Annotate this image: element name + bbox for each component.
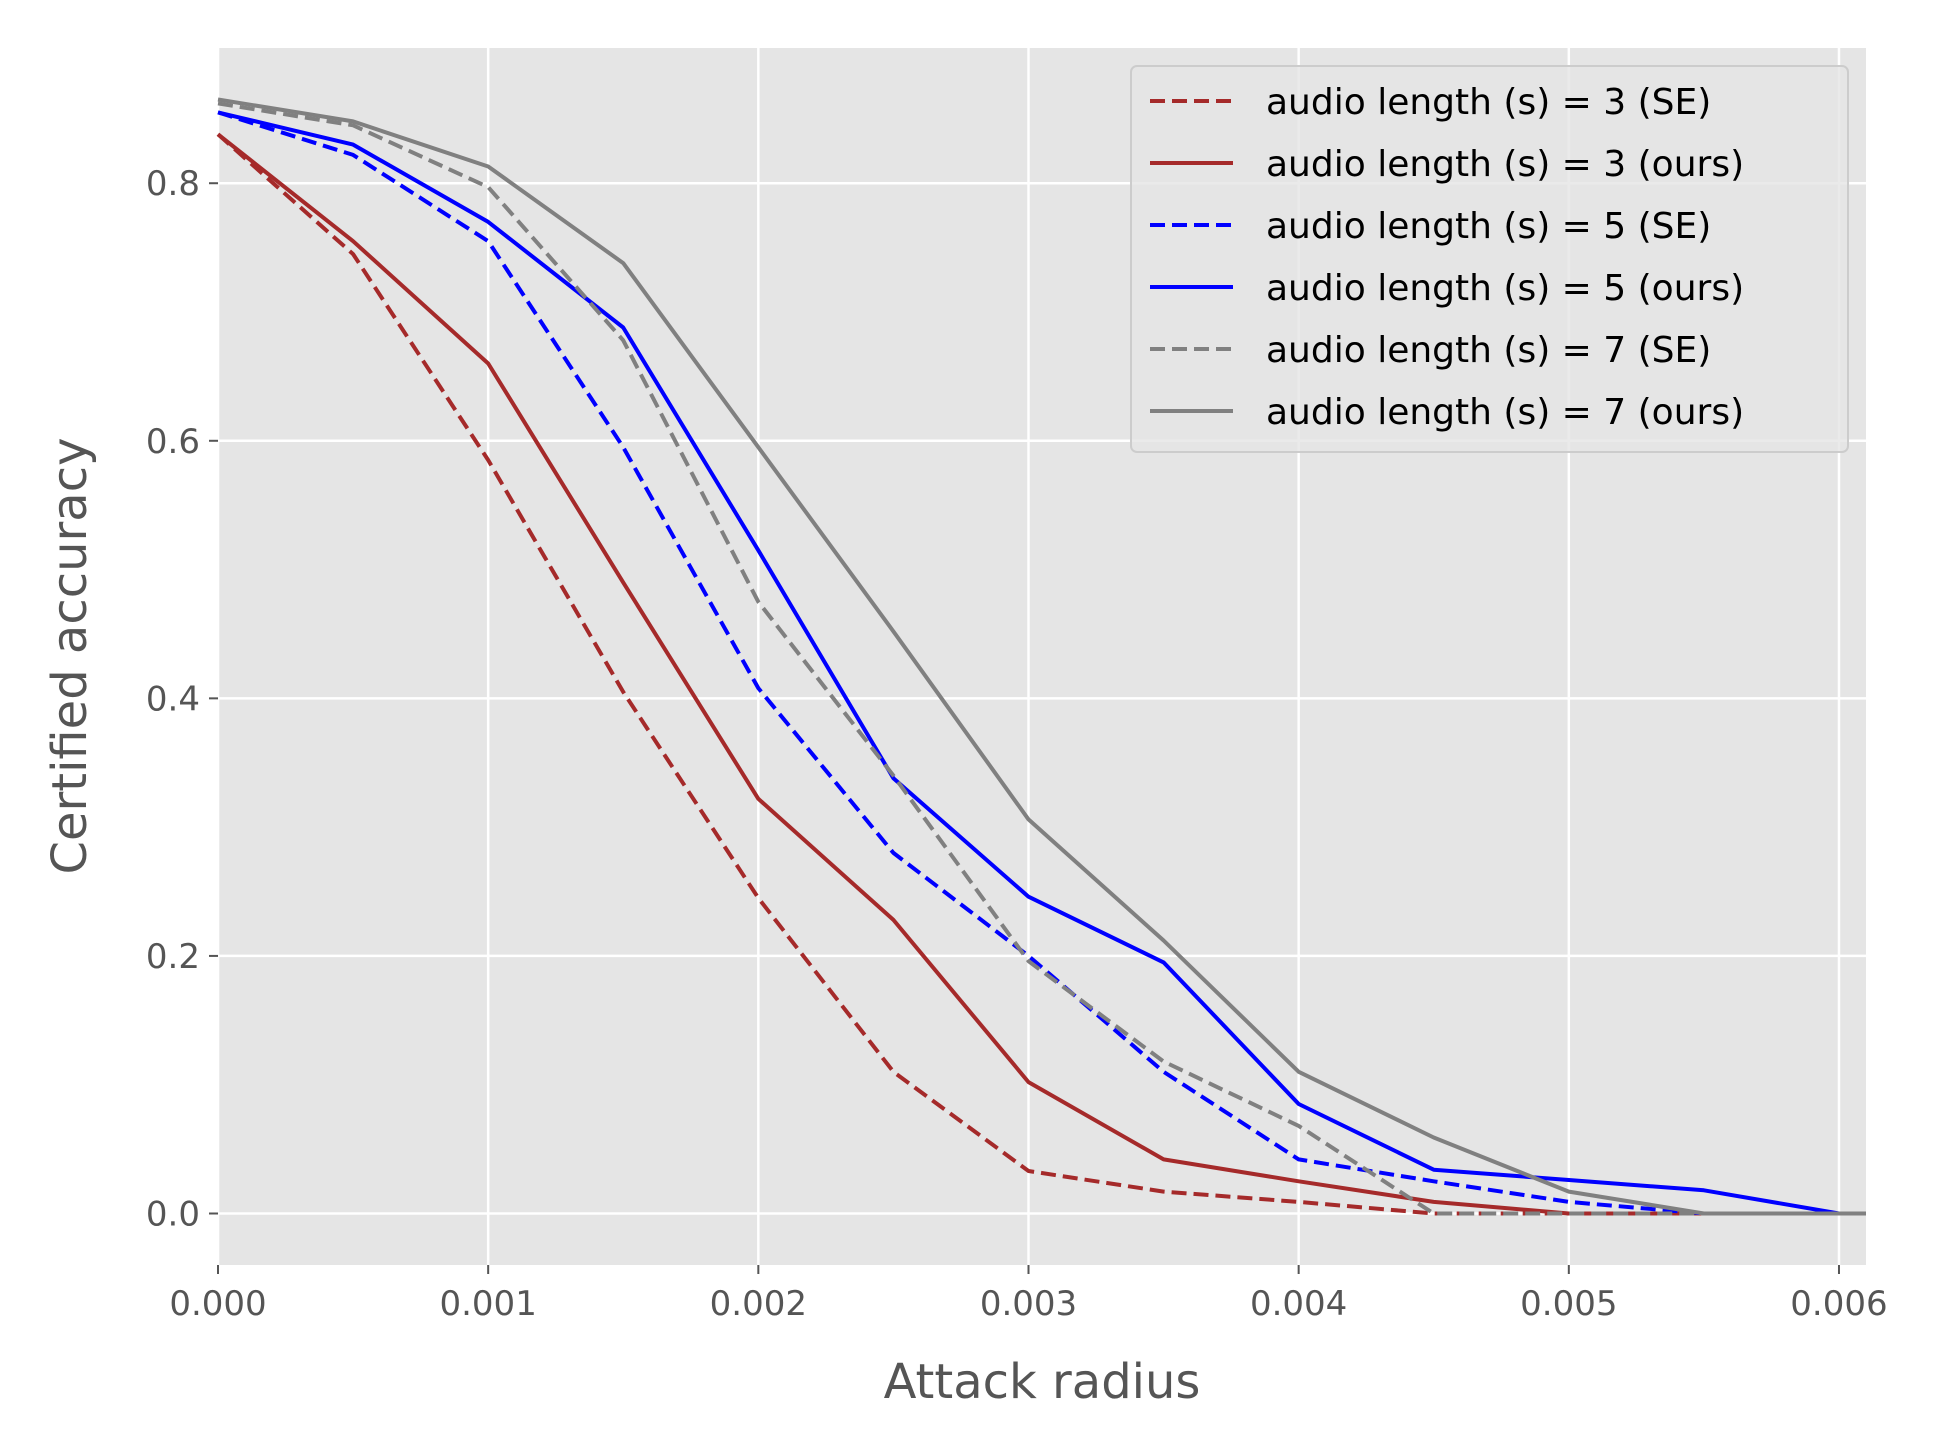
y-tick-label: 0.0 — [146, 1194, 200, 1234]
legend-label: audio length (s) = 5 (ours) — [1266, 268, 1744, 309]
series-line-6 — [217, 97, 1866, 1216]
series-line-3 — [217, 110, 1705, 1216]
series-layer — [216, 97, 1866, 1216]
legend-label: audio length (s) = 3 (ours) — [1266, 144, 1744, 185]
legend: audio length (s) = 3 (SE) audio length (s… — [1130, 65, 1849, 453]
y-axis-label: Certified accuracy — [42, 438, 98, 875]
legend-box — [1130, 65, 1849, 453]
y-axis: 0.0 0.2 0.4 0.6 0.8 — [146, 164, 218, 1234]
x-tick-label: 0.005 — [1520, 1284, 1617, 1324]
x-axis-label: Attack radius — [884, 1354, 1201, 1410]
legend-label: audio length (s) = 7 (SE) — [1266, 330, 1711, 371]
x-tick-label: 0.001 — [439, 1284, 536, 1324]
x-tick-label: 0.003 — [980, 1284, 1077, 1324]
y-tick-label: 0.2 — [146, 937, 200, 977]
y-tick-label: 0.8 — [146, 164, 200, 204]
x-tick-label: 0.002 — [710, 1284, 807, 1324]
y-tick-label: 0.6 — [146, 422, 200, 462]
series-line-1 — [216, 132, 1704, 1216]
legend-label: audio length (s) = 5 (SE) — [1266, 206, 1711, 247]
legend-label: audio length (s) = 7 (ours) — [1266, 392, 1744, 433]
y-tick-label: 0.4 — [146, 679, 200, 719]
x-axis: 0.000 0.001 0.002 0.003 0.004 0.005 0.006 — [169, 1265, 1888, 1324]
legend-label: audio length (s) = 3 (SE) — [1266, 82, 1711, 123]
x-tick-label: 0.000 — [169, 1284, 266, 1324]
series-line-4 — [217, 110, 1866, 1216]
series-line-2 — [216, 132, 1704, 1216]
x-tick-label: 0.004 — [1250, 1284, 1347, 1324]
x-tick-label: 0.006 — [1790, 1284, 1887, 1324]
